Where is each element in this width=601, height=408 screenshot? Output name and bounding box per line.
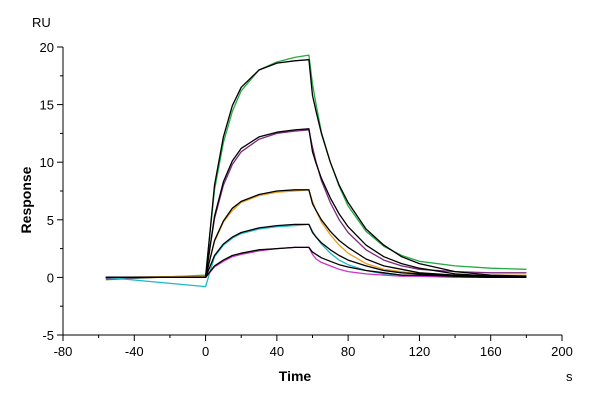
series-layer [105, 54, 527, 288]
y-tick-label: 10 [40, 155, 54, 170]
y-unit-label: RU [32, 15, 51, 30]
x-unit-label: s [566, 369, 573, 384]
y-axis-title: Response [18, 166, 34, 233]
x-tick-label: 160 [480, 344, 502, 359]
series-line-9 [105, 223, 527, 279]
series-line-3 [105, 189, 527, 279]
x-tick-label: 80 [341, 344, 355, 359]
series-line-7 [105, 128, 527, 279]
x-tick-label: 200 [551, 344, 573, 359]
series-line-6 [105, 59, 527, 279]
y-tick-label: 5 [47, 213, 54, 228]
x-tick-label: 0 [202, 344, 209, 359]
series-line-8 [105, 189, 527, 279]
series-line-5 [105, 246, 527, 279]
y-tick-label: 20 [40, 40, 54, 55]
series-line-1 [105, 54, 527, 281]
x-tick-label: -80 [54, 344, 73, 359]
y-ticks: -5 0 5 10 15 20 [40, 40, 63, 343]
series-line-10 [105, 246, 527, 279]
series-line-2 [105, 129, 527, 280]
y-tick-label: -5 [42, 328, 54, 343]
x-tick-label: 120 [409, 344, 431, 359]
x-tick-label: -40 [125, 344, 144, 359]
x-tick-label: 40 [270, 344, 284, 359]
y-tick-label: 15 [40, 98, 54, 113]
x-axis-title: Time [279, 368, 312, 384]
y-tick-label: 0 [47, 270, 54, 285]
x-ticks: -80 -40 0 40 80 120 160 200 [54, 335, 573, 359]
